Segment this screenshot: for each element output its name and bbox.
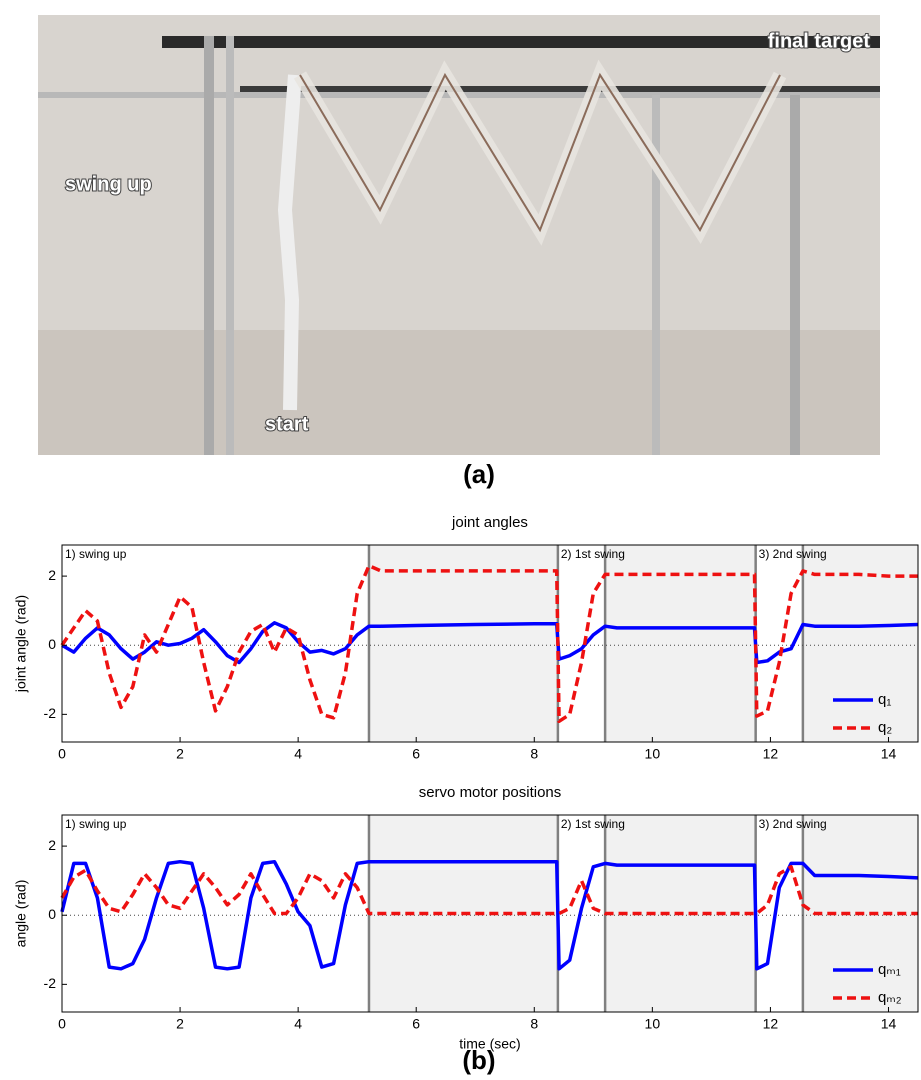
photo-label: final target bbox=[768, 30, 871, 52]
post bbox=[652, 95, 660, 455]
legend-label: qₘ₂ bbox=[878, 989, 902, 1006]
series-line bbox=[60, 563, 918, 724]
legend-label: q₂ bbox=[878, 719, 892, 736]
y-tick-label: 0 bbox=[48, 906, 56, 922]
annotation: 2) 1st swing bbox=[561, 817, 625, 831]
x-tick-label: 6 bbox=[412, 746, 420, 762]
x-tick-label: 4 bbox=[294, 746, 302, 762]
rail bbox=[240, 86, 880, 94]
annotation: 2) 1st swing bbox=[561, 547, 625, 561]
photo: final target swing up start bbox=[38, 15, 880, 455]
plot-frame bbox=[61, 544, 919, 743]
x-tick-label: 8 bbox=[530, 746, 538, 762]
rail bbox=[162, 36, 880, 48]
y-tick-label: 0 bbox=[48, 636, 56, 652]
x-axis-label: time (sec) bbox=[459, 1036, 520, 1052]
post bbox=[226, 36, 234, 455]
robot bbox=[277, 74, 302, 411]
x-tick-label: 14 bbox=[881, 1016, 897, 1032]
x-tick-label: 10 bbox=[645, 746, 661, 762]
chart-title: servo motor positions bbox=[419, 784, 562, 801]
phase-region bbox=[605, 545, 756, 742]
plot-frame bbox=[61, 814, 919, 1013]
robot-wire bbox=[299, 72, 781, 233]
y-axis-label: angle (rad) bbox=[13, 880, 29, 948]
chart-title: joint angles bbox=[451, 514, 528, 531]
annotation: 3) 2nd swing bbox=[759, 547, 827, 561]
photo-floor bbox=[38, 330, 880, 455]
legend-label: q₁ bbox=[878, 691, 891, 708]
y-tick-label: 2 bbox=[48, 567, 56, 583]
x-tick-label: 4 bbox=[294, 1016, 302, 1032]
photo-label: start bbox=[265, 413, 309, 435]
post bbox=[790, 95, 800, 455]
annotation: 1) swing up bbox=[65, 817, 127, 831]
x-tick-label: 10 bbox=[645, 1016, 661, 1032]
x-tick-label: 12 bbox=[763, 1016, 779, 1032]
phase-region bbox=[368, 545, 558, 742]
legend-label: qₘ₁ bbox=[878, 961, 901, 978]
x-tick-label: 2 bbox=[176, 746, 184, 762]
annotation: 3) 2nd swing bbox=[759, 817, 827, 831]
x-tick-label: 6 bbox=[412, 1016, 420, 1032]
x-tick-label: 0 bbox=[58, 1016, 66, 1032]
x-tick-label: 12 bbox=[763, 746, 779, 762]
x-tick-label: 8 bbox=[530, 1016, 538, 1032]
x-tick-label: 14 bbox=[881, 746, 897, 762]
y-tick-label: -2 bbox=[44, 975, 57, 991]
caption: (b) bbox=[462, 1045, 495, 1075]
y-tick-label: -2 bbox=[44, 705, 57, 721]
photo-label: swing up bbox=[65, 173, 152, 195]
series-line bbox=[60, 865, 918, 916]
y-tick-label: 2 bbox=[48, 837, 56, 853]
x-tick-label: 2 bbox=[176, 1016, 184, 1032]
x-tick-label: 0 bbox=[58, 746, 66, 762]
annotation: 1) swing up bbox=[65, 547, 127, 561]
y-axis-label: joint angle (rad) bbox=[13, 595, 29, 693]
post bbox=[204, 36, 214, 455]
caption: (a) bbox=[463, 459, 495, 489]
